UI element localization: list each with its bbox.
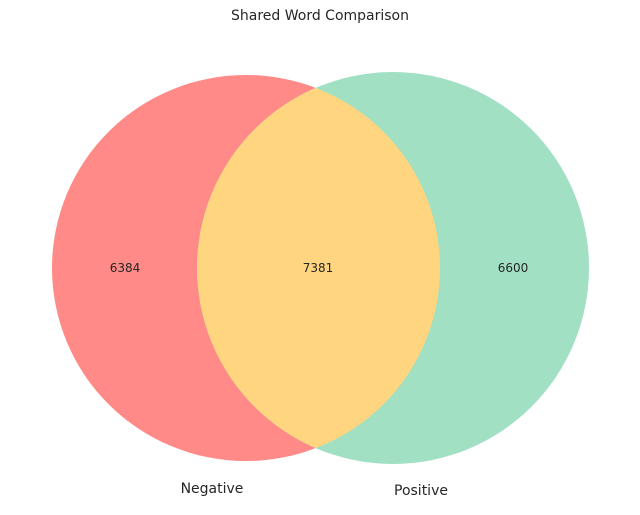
positive-set-label: Positive	[394, 483, 448, 499]
negative-set-label: Negative	[181, 481, 244, 497]
positive-only-count: 6600	[498, 261, 529, 275]
intersection-count: 7381	[303, 261, 334, 275]
negative-only-count: 6384	[110, 261, 141, 275]
